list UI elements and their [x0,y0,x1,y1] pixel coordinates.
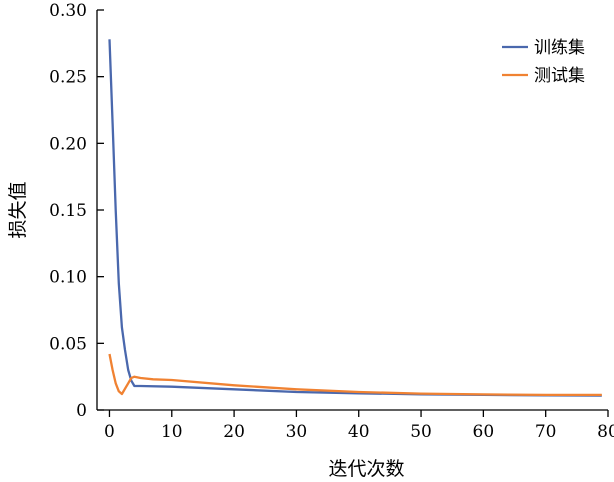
x-tick-label: 0 [104,422,115,442]
y-tick-label: 0 [76,401,87,421]
series-line-1 [108,353,602,397]
y-tick-label: 0.05 [49,334,87,354]
series-line-0 [108,39,602,397]
y-tick-label: 0.20 [49,134,87,154]
x-tick-label: 70 [535,422,557,442]
x-tick-label: 30 [286,422,308,442]
y-tick-label: 0.10 [49,268,87,288]
legend: 训练集 测试集 [502,38,585,86]
x-tick-label: 20 [223,422,245,442]
x-tick-label: 40 [348,422,370,442]
y-tick-label: 0.30 [49,1,87,21]
x-tick-label: 10 [161,422,183,442]
x-tick-label: 80 [597,422,614,442]
y-tick-label: 0.15 [49,201,87,221]
y-axis-title: 损失值 [7,181,29,238]
x-axis-title: 迭代次数 [328,458,404,480]
series-layer [108,39,602,397]
y-tick-label: 0.25 [49,68,87,88]
x-tick-label: 50 [410,422,432,442]
x-tick-label: 60 [473,422,495,442]
y-axis-ticks: 0 0.05 0.10 0.15 0.20 0.25 0.30 [49,1,104,421]
legend-label-train: 训练集 [534,38,585,58]
x-axis-ticks: 0 10 20 30 40 50 60 70 80 [104,410,614,442]
legend-label-test: 测试集 [534,66,585,86]
